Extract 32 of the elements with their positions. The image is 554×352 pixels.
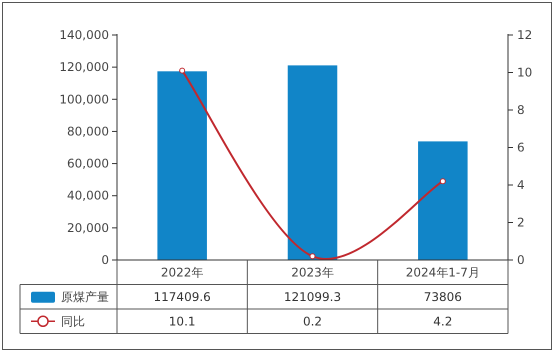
- data-label: 73806: [424, 290, 462, 304]
- y2-tick-label: 0: [517, 253, 525, 267]
- y2-tick-label: 4: [517, 178, 525, 192]
- y-tick-label: 80,000: [67, 124, 109, 138]
- y2-tick-label: 10: [517, 66, 532, 80]
- y2-tick-label: 8: [517, 103, 525, 117]
- y2-tick-label: 2: [517, 216, 525, 230]
- point: [440, 178, 446, 184]
- data-label: 0.2: [302, 314, 322, 328]
- legend-label: 原煤产量: [61, 290, 109, 304]
- y-tick-label: 120,000: [59, 60, 109, 74]
- y2-tick-label: 12: [517, 28, 532, 42]
- x-tick-label: 2023年: [291, 265, 334, 280]
- bar: [157, 71, 207, 260]
- y-tick-label: 0: [101, 253, 109, 267]
- y-tick-label: 40,000: [67, 188, 109, 203]
- y-tick-label: 140,000: [59, 28, 109, 42]
- data-label: 117409.6: [154, 290, 211, 304]
- bar: [288, 65, 338, 260]
- x-tick-label: 2022年: [160, 265, 204, 280]
- point: [179, 68, 186, 74]
- point: [310, 253, 316, 260]
- y2-tick-label: 6: [517, 140, 525, 154]
- x-tick-label: 2024年1-7月: [406, 265, 480, 280]
- data-label: 121099.3: [284, 290, 342, 304]
- y-tick-label: 60,000: [67, 156, 109, 171]
- data-label: 4.2: [433, 314, 452, 328]
- legend-label: 同比: [61, 314, 85, 328]
- bar: [418, 141, 468, 260]
- y-tick-label: 20,000: [67, 220, 109, 235]
- y-tick-label: 100,000: [59, 92, 109, 106]
- data-label: 10.1: [168, 314, 196, 328]
